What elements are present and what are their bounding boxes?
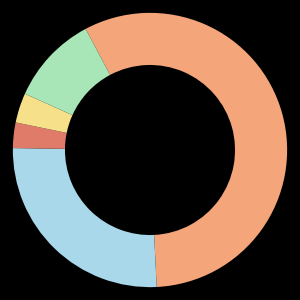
Wedge shape xyxy=(13,122,67,149)
Wedge shape xyxy=(85,13,287,287)
Wedge shape xyxy=(13,148,157,287)
Wedge shape xyxy=(16,94,72,133)
Wedge shape xyxy=(25,29,110,115)
